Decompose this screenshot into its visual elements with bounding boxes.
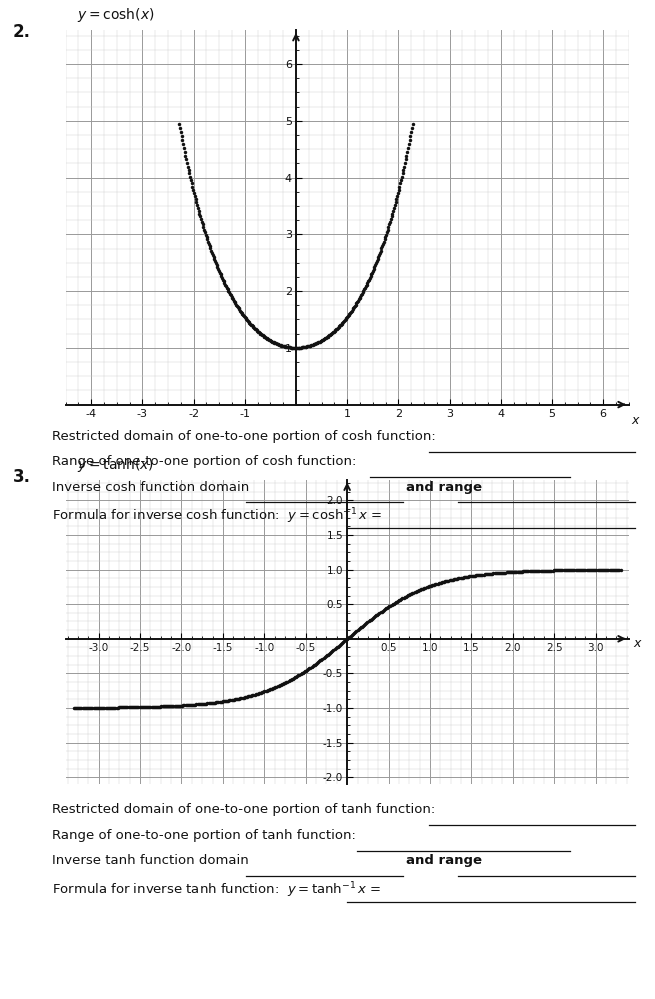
Text: $y = \tanh(x)$: $y = \tanh(x)$ — [77, 456, 154, 475]
Text: Range of one-to-one portion of tanh function:: Range of one-to-one portion of tanh func… — [52, 829, 356, 842]
Text: and range: and range — [406, 481, 482, 494]
Text: Formula for inverse cosh function:  $y = \cosh^{-1}x$ =: Formula for inverse cosh function: $y = … — [52, 506, 383, 526]
Text: and range: and range — [406, 854, 482, 867]
Text: x: x — [633, 637, 641, 650]
Text: $y = \cosh(x)$: $y = \cosh(x)$ — [77, 6, 155, 24]
Text: x: x — [631, 414, 639, 427]
Text: Restricted domain of one-to-one portion of tanh function:: Restricted domain of one-to-one portion … — [52, 803, 436, 816]
Text: Inverse tanh function domain: Inverse tanh function domain — [52, 854, 249, 867]
Text: 3.: 3. — [13, 468, 31, 486]
Text: Inverse cosh function domain: Inverse cosh function domain — [52, 481, 250, 494]
Text: Formula for inverse tanh function:  $y = \tanh^{-1}x$ =: Formula for inverse tanh function: $y = … — [52, 880, 382, 900]
Text: 2.: 2. — [13, 23, 31, 41]
Text: Range of one-to-one portion of cosh function:: Range of one-to-one portion of cosh func… — [52, 455, 357, 468]
Text: Restricted domain of one-to-one portion of cosh function:: Restricted domain of one-to-one portion … — [52, 430, 436, 443]
